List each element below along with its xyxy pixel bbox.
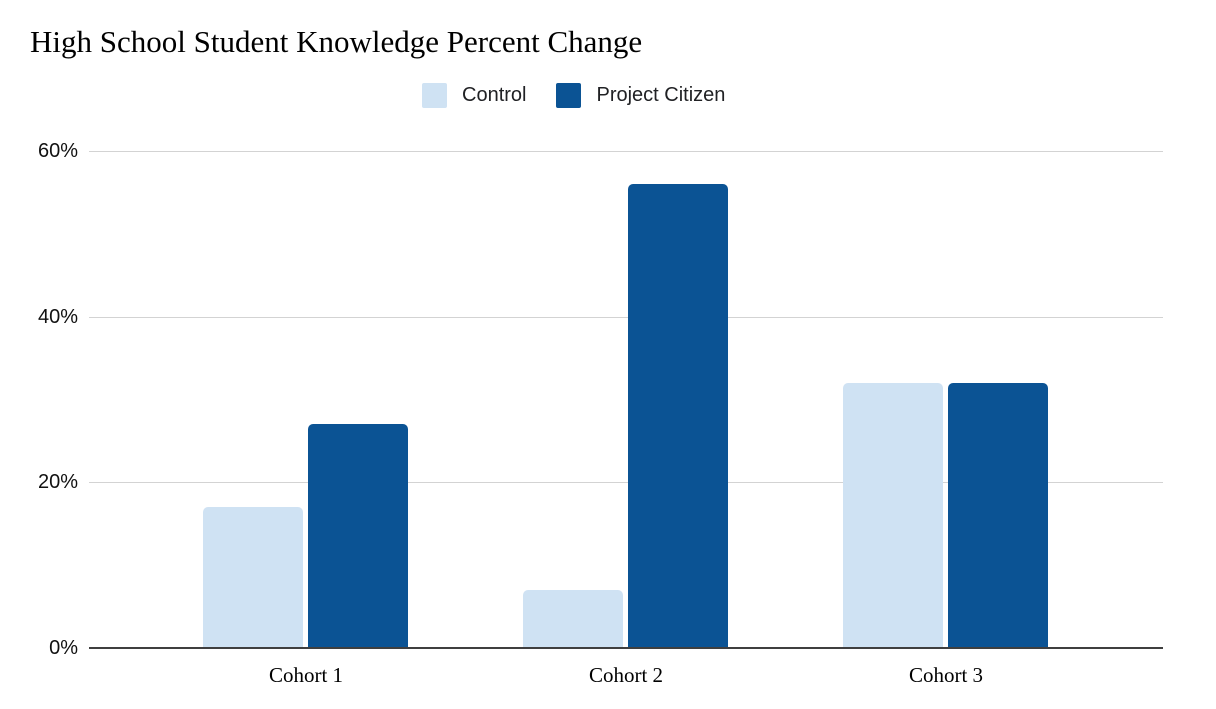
bar-project-citizen-cohort-2 (628, 184, 728, 648)
y-tick-label-20%: 20% (37, 471, 78, 493)
legend-label-project-citizen: Project Citizen (596, 83, 726, 106)
gridline-40% (89, 317, 1163, 318)
legend: Control Project Citizen (422, 82, 725, 108)
x-axis-label-cohort-1: Cohort 1 (268, 663, 344, 687)
gridline-60% (89, 151, 1163, 152)
gridline-20% (89, 482, 1163, 483)
bar-project-citizen-cohort-3 (948, 383, 1048, 648)
bar-project-citizen-cohort-1 (308, 424, 408, 648)
chart-title: High School Student Knowledge Percent Ch… (30, 24, 643, 59)
bar-control-cohort-3 (843, 383, 943, 648)
y-tick-label-40%: 40% (37, 306, 78, 328)
x-axis-label-cohort-2: Cohort 2 (588, 663, 664, 687)
legend-swatch-control (422, 82, 447, 108)
legend-swatch-project-citizen (556, 82, 582, 108)
bar-control-cohort-1 (203, 507, 303, 648)
legend-label-control: Control (462, 83, 527, 106)
x-axis-line (89, 647, 1163, 649)
legend-item-project-citizen: Project Citizen (556, 82, 726, 108)
y-tick-label-60%: 60% (37, 140, 78, 162)
bar-control-cohort-2 (523, 590, 623, 648)
legend-item-control: Control (422, 82, 527, 108)
y-tick-label-0%: 0% (49, 637, 78, 659)
x-axis-label-cohort-3: Cohort 3 (908, 663, 984, 687)
